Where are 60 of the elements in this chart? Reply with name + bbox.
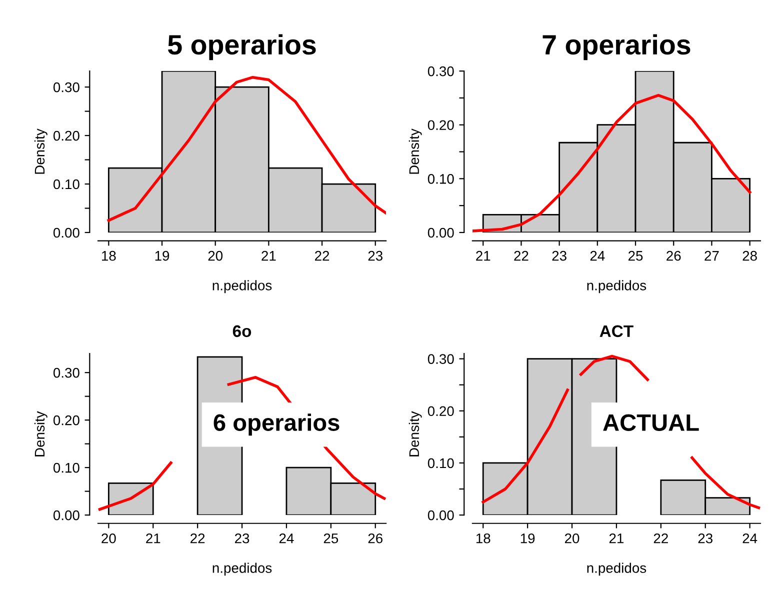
y-tick-label: 0.00 xyxy=(428,228,454,238)
y-tick-label: 0.20 xyxy=(428,406,454,416)
x-tick-label: 23 xyxy=(368,250,382,261)
x-tick-label: 21 xyxy=(262,250,276,261)
x-tick-label: 20 xyxy=(208,250,223,261)
y-tick-label: 0.00 xyxy=(53,510,80,520)
y-tick-label: 0.10 xyxy=(53,179,80,190)
line-series xyxy=(472,94,752,232)
x-tick-label: 21 xyxy=(476,250,490,261)
x-tick-label: 22 xyxy=(654,533,668,544)
x-axis-title: n.pedidos xyxy=(587,280,646,294)
x-tick-label: 22 xyxy=(315,250,330,261)
x-tick-label: 23 xyxy=(552,250,566,261)
chart-title: 5 operarios xyxy=(168,34,316,60)
y-tick-label: 0.00 xyxy=(428,510,454,520)
x-tick-label: 26 xyxy=(666,250,681,261)
y-tick-label: 0.20 xyxy=(428,120,454,130)
y-axis-title: Density xyxy=(34,411,48,456)
x-tick-label: 26 xyxy=(368,533,382,544)
x-axis-title: n.pedidos xyxy=(212,562,272,576)
y-tick-label: 0.10 xyxy=(53,462,80,473)
x-tick-label: 24 xyxy=(279,533,294,544)
chart-title: ACT xyxy=(600,325,634,338)
y-tick-label: 0.00 xyxy=(53,228,80,238)
y-axis-title: Density xyxy=(408,411,422,456)
chart-title: 7 operarios xyxy=(542,34,690,60)
line-series xyxy=(107,76,386,222)
x-tick-label: 21 xyxy=(609,533,624,544)
x-tick-label: 25 xyxy=(628,250,643,261)
y-tick-label: 0.30 xyxy=(428,354,454,364)
annotation: 6 operarios xyxy=(214,414,340,436)
chart-title: 6o xyxy=(232,325,252,338)
y-tick-label: 0.30 xyxy=(53,82,80,92)
y-tick-label: 0.10 xyxy=(428,458,454,468)
x-tick-label: 24 xyxy=(590,250,605,261)
x-tick-label: 23 xyxy=(698,533,712,544)
x-tick-label: 19 xyxy=(520,533,535,544)
x-tick-label: 20 xyxy=(564,533,580,544)
x-axis-title: n.pedidos xyxy=(587,562,646,576)
y-axis-title: Density xyxy=(34,128,48,174)
x-tick-label: 19 xyxy=(155,250,170,261)
x-tick-label: 18 xyxy=(476,533,490,544)
y-tick-label: 0.30 xyxy=(428,66,454,76)
x-tick-label: 18 xyxy=(102,250,116,261)
y-tick-label: 0.20 xyxy=(53,415,80,426)
y-tick-label: 0.10 xyxy=(428,174,454,184)
x-tick-label: 23 xyxy=(234,533,250,544)
x-axis-title: n.pedidos xyxy=(212,280,272,294)
x-tick-label: 22 xyxy=(190,533,205,544)
x-tick-label: 27 xyxy=(704,250,719,261)
x-tick-label: 25 xyxy=(324,533,338,544)
annotation: ACTUAL xyxy=(603,414,699,431)
x-tick-label: 24 xyxy=(742,533,758,544)
x-tick-label: 22 xyxy=(514,250,528,261)
y-axis-title: Density xyxy=(408,128,422,174)
y-tick-label: 0.30 xyxy=(53,368,80,378)
x-tick-label: 21 xyxy=(146,533,160,544)
x-tick-label: 20 xyxy=(102,533,116,544)
x-tick-label: 28 xyxy=(742,250,757,261)
y-tick-label: 0.20 xyxy=(53,130,80,141)
